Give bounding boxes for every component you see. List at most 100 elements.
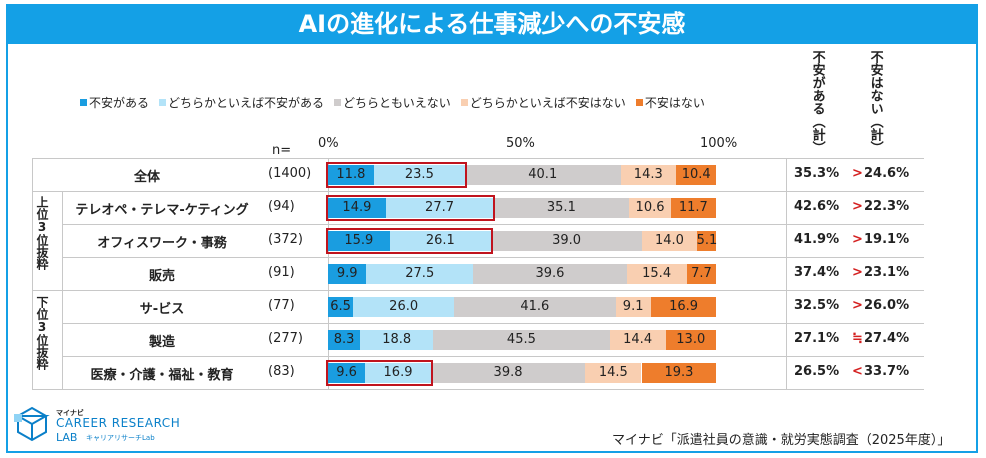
highlight-box [326, 228, 493, 254]
bar-segment: 26.0 [353, 297, 455, 317]
logo-sub-text: LAB [56, 431, 78, 444]
category-label: オフィスワーク・事務 [97, 236, 227, 251]
bar-segment: 14.5 [585, 363, 642, 383]
n-value: (1400) [268, 166, 312, 181]
n-value: (94) [268, 199, 295, 214]
comparison-sign: ≒ [852, 331, 863, 346]
anxious-total-value: 41.9% [794, 232, 840, 247]
bar-segment: 15.9 [328, 231, 390, 251]
not-anxious-total-value: 27.4% [864, 331, 910, 346]
legend-item: 不安がある [80, 94, 149, 111]
bar-segment: 9.6 [328, 363, 366, 383]
row-separator [32, 191, 924, 192]
bar-segment: 9.9 [328, 264, 367, 284]
n-label: n= [272, 143, 292, 158]
row-separator [62, 356, 924, 357]
n-value: (91) [268, 265, 295, 280]
row-separator [32, 389, 924, 390]
legend-label: 不安がある [89, 96, 150, 110]
anxious-total-header: 不安がある（計） [809, 50, 825, 154]
n-value: (77) [268, 298, 295, 313]
highlight-box [326, 360, 433, 386]
legend-label: どちらともいえない [343, 96, 451, 110]
bar-segment: 39.8 [430, 363, 586, 383]
n-value: (83) [268, 364, 295, 379]
anxious-total-value: 42.6% [794, 199, 840, 214]
bar-segment: 11.8 [328, 165, 374, 185]
legend-item: 不安はない [635, 94, 705, 111]
bar-segment: 7.7 [686, 264, 717, 284]
row-separator [32, 290, 924, 291]
comparison-sign: > [852, 265, 863, 280]
logo-icon [14, 406, 50, 442]
highlight-box [326, 195, 496, 221]
source-note: マイナビ「派遣社員の意識・就労実態調査（2025年度）」 [612, 433, 951, 448]
logo-sub-jp: キャリアリサーチLab [86, 434, 155, 442]
not-anxious-total-header: 不安はない（計） [867, 50, 883, 154]
not-anxious-total-value: 19.1% [864, 232, 910, 247]
chart-title: AIの進化による仕事減少への不安感 [6, 4, 978, 44]
bar-segment: 41.6 [454, 297, 616, 317]
comparison-sign: > [852, 298, 863, 313]
group-border [62, 191, 63, 389]
bar-segment: 15.4 [626, 264, 687, 284]
bar-segment: 5.1 [696, 231, 717, 251]
legend-swatch [334, 99, 342, 106]
bar-segment: 27.7 [385, 198, 494, 218]
bar-segment: 26.1 [389, 231, 491, 251]
table-border-left [32, 158, 33, 389]
x-tick-50: 50% [506, 136, 535, 151]
x-tick-100: 100% [700, 136, 738, 151]
legend: 不安がある どちらかといえば不安がある どちらともいえない どちらかといえば不安… [80, 94, 705, 111]
comparison-sign: < [852, 364, 863, 379]
legend-swatch [635, 99, 643, 106]
group-label-bottom: 下位3位抜粋 [35, 296, 49, 370]
legend-label: どちらかといえば不安がある [168, 96, 325, 110]
category-label: 製造 [148, 335, 175, 350]
bar-segment: 39.0 [490, 231, 643, 251]
not-anxious-total-value: 22.3% [864, 199, 910, 214]
bar-segment: 14.3 [620, 165, 677, 185]
bar-segment: 11.7 [670, 198, 716, 218]
anxious-total-value: 26.5% [794, 364, 840, 379]
group-label-top: 上位3位抜粋 [35, 196, 49, 270]
row-separator [62, 224, 924, 225]
legend-item: どちらかといえば不安がある [159, 94, 324, 111]
anxious-total-value: 37.4% [794, 265, 840, 280]
bar-segment: 10.4 [676, 165, 717, 185]
bar-segment: 8.3 [328, 330, 361, 350]
legend-label: 不安はない [644, 96, 705, 110]
highlight-box [326, 162, 467, 188]
bar-segment: 35.1 [493, 198, 630, 218]
row-separator [62, 257, 924, 258]
legend-swatch [460, 99, 468, 106]
n-value: (277) [268, 331, 303, 346]
comparison-sign: > [852, 166, 863, 181]
bar-segment: 23.5 [373, 165, 465, 185]
x-tick-0: 0% [318, 136, 339, 151]
comparison-sign: > [852, 199, 863, 214]
logo-main-text: CAREER RESEARCH [56, 416, 181, 430]
legend-label: どちらかといえば不安はない [469, 96, 626, 110]
summary-border [786, 158, 787, 389]
bar-segment: 14.0 [642, 231, 697, 251]
bar-segment: 19.3 [641, 363, 717, 383]
bar-segment: 39.6 [473, 264, 627, 284]
not-anxious-total-value: 24.6% [864, 166, 910, 181]
bar-segment: 13.0 [665, 330, 716, 350]
bar-segment: 16.9 [650, 297, 717, 317]
bar-segment: 10.6 [629, 198, 671, 218]
bar-segment: 16.9 [365, 363, 431, 383]
bar-segment: 18.8 [360, 330, 434, 350]
category-label: テレオペ・テレマ-ケティング [75, 203, 249, 218]
category-label: 医療・介護・福祉・教育 [90, 368, 234, 383]
bar-segment: 14.9 [328, 198, 386, 218]
anxious-total-value: 35.3% [794, 166, 840, 181]
not-anxious-total-value: 33.7% [864, 364, 910, 379]
comparison-sign: > [852, 232, 863, 247]
bar-segment: 27.5 [366, 264, 474, 284]
bar-segment: 45.5 [433, 330, 610, 350]
bar-segment: 40.1 [464, 165, 621, 185]
n-value: (372) [268, 232, 303, 247]
not-anxious-total-value: 26.0% [864, 298, 910, 313]
